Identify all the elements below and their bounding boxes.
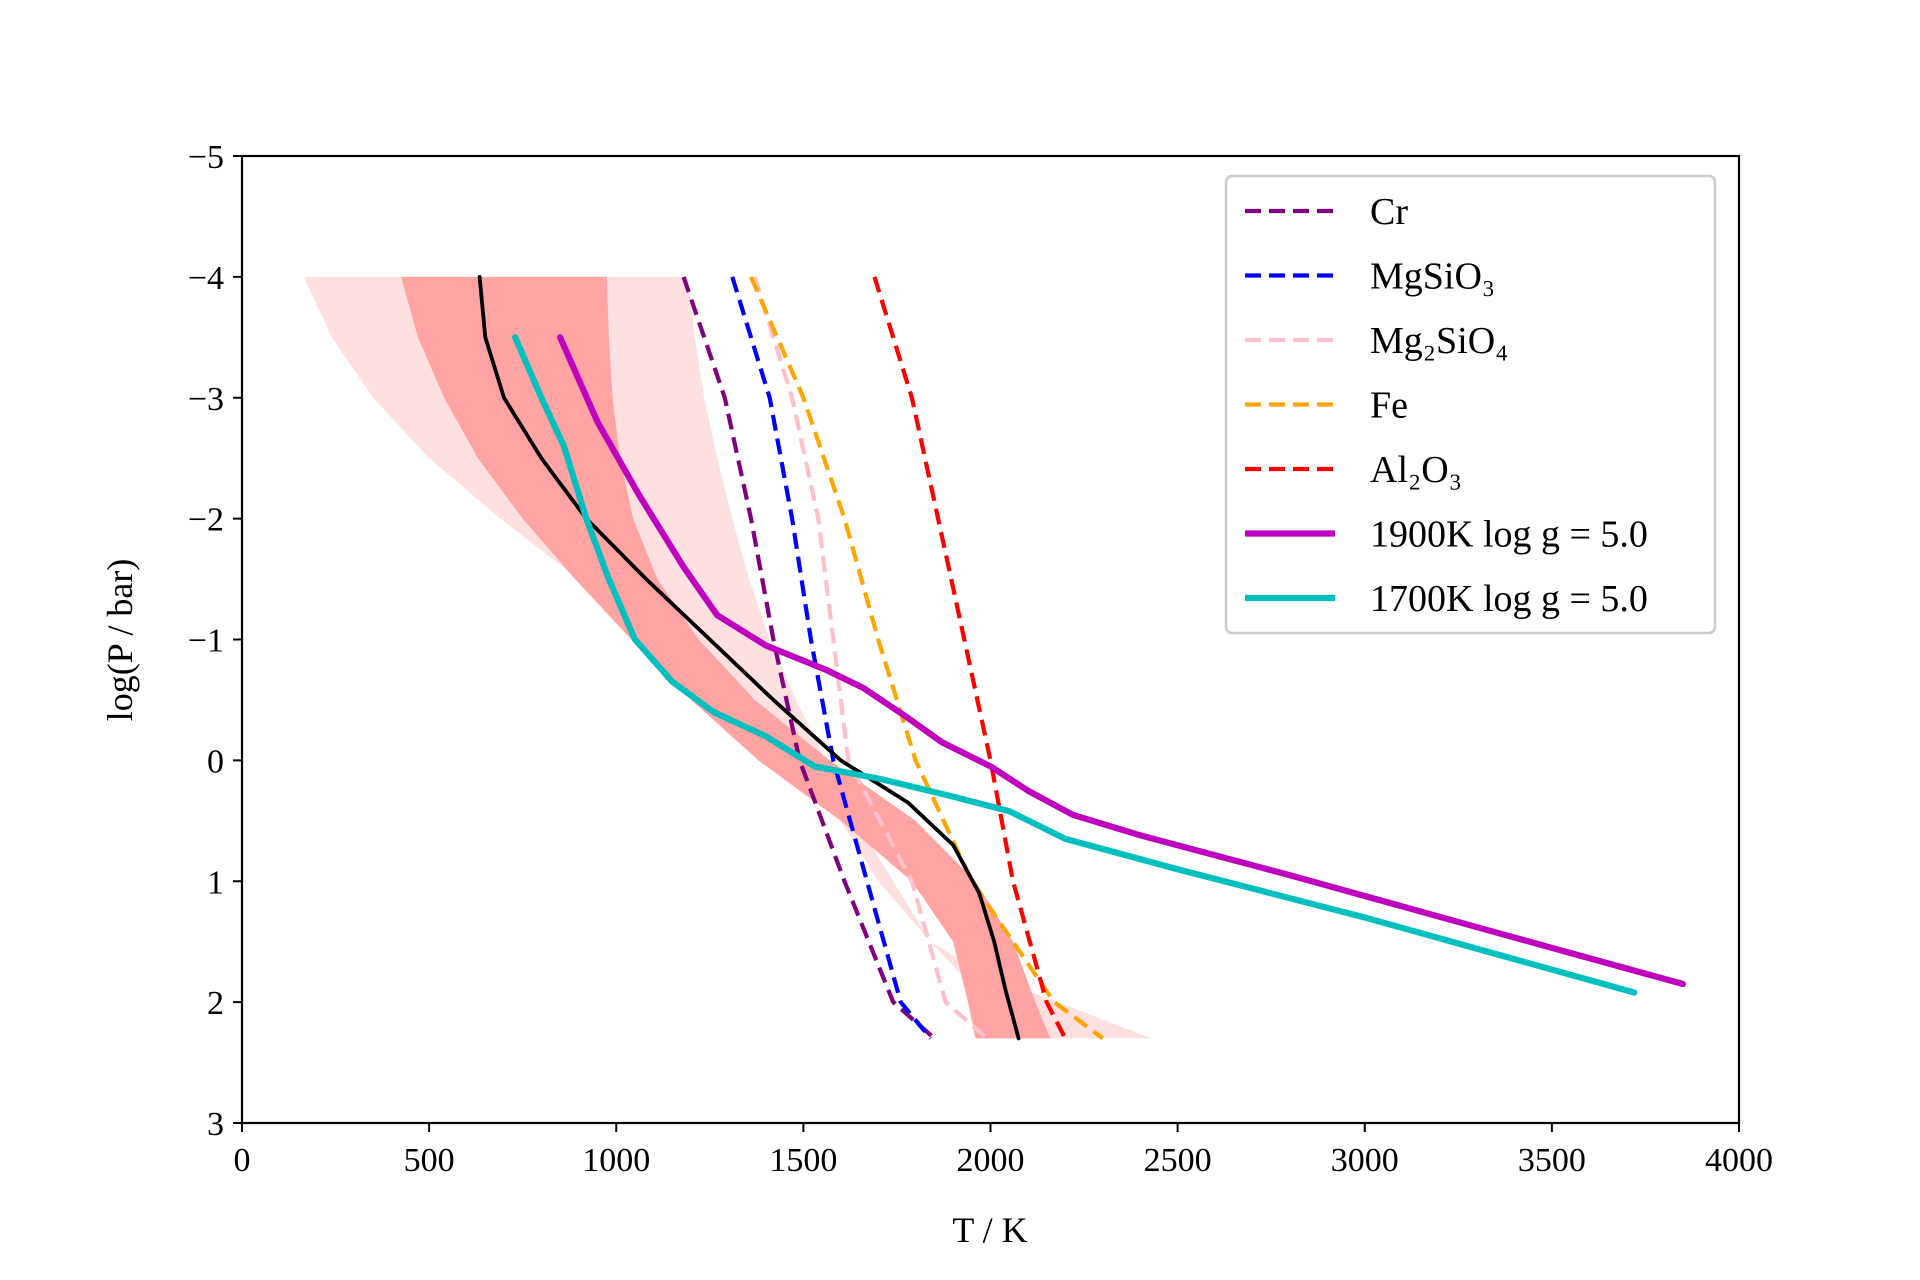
series-1700k-log-g-5-0 (512, 334, 1638, 996)
x-tick-label: 1500 (769, 1142, 837, 1179)
legend-label: 1700K log g = 5.0 (1370, 578, 1648, 620)
series-median-profile (477, 274, 1021, 1041)
x-axis-label: T / K (952, 1210, 1027, 1250)
series-mg-sio (752, 276, 989, 1040)
legend-label: MgSiO₃ (1370, 256, 1495, 298)
y-tick-label: −5 (188, 139, 224, 176)
series-1900k-log-g-5-0 (556, 334, 1687, 988)
legend: Cr MgSiO₃ Mg₂SiO₄ Fe Al₂O₃ 1900K log g = 5.0 1… (1224, 174, 1717, 635)
series-fe (749, 276, 1105, 1041)
series-lines (477, 274, 1687, 1041)
legend-label: Fe (1370, 385, 1408, 427)
x-tick-label: 3500 (1518, 1142, 1586, 1179)
series-cr (681, 276, 936, 1040)
y-tick-label: 2 (207, 985, 224, 1022)
x-tick-label: 2000 (957, 1142, 1025, 1179)
y-tick-label: 1 (207, 864, 224, 901)
y-tick-label: −4 (188, 260, 224, 297)
y-tick-label: 3 (207, 1106, 224, 1143)
x-tick-label: 1000 (582, 1142, 650, 1179)
legend-label: Mg₂SiO₄ (1370, 320, 1508, 362)
x-tick-label: 2500 (1144, 1142, 1212, 1179)
y-tick-label: −3 (188, 381, 224, 418)
x-tick-label: 0 (234, 1142, 251, 1179)
y-axis-ticks: −5 −4 −3 −2 −1 0 1 2 3 (188, 139, 242, 1143)
series-mgsio (730, 276, 933, 1040)
x-tick-label: 500 (404, 1142, 455, 1179)
legend-label: Cr (1370, 191, 1408, 233)
y-tick-label: 0 (207, 743, 224, 780)
x-tick-label: 3000 (1331, 1142, 1399, 1179)
x-axis-ticks: 0 500 1000 1500 2000 2500 3000 3500 4000 (234, 1123, 1773, 1179)
band-inner (401, 276, 1051, 1039)
y-tick-label: −2 (188, 502, 224, 539)
legend-label: 1900K log g = 5.0 (1370, 514, 1648, 556)
legend-label: Al₂O₃ (1370, 449, 1462, 491)
y-axis-label: log(P / bar) (100, 559, 140, 722)
x-tick-label: 4000 (1705, 1142, 1773, 1179)
y-tick-label: −1 (188, 623, 224, 660)
series-al-o (872, 276, 1068, 1040)
legend-box (1224, 174, 1717, 635)
